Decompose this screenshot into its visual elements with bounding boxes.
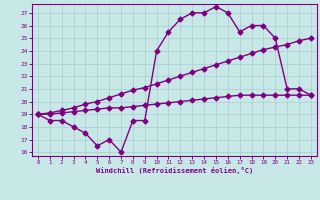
X-axis label: Windchill (Refroidissement éolien,°C): Windchill (Refroidissement éolien,°C): [96, 167, 253, 174]
